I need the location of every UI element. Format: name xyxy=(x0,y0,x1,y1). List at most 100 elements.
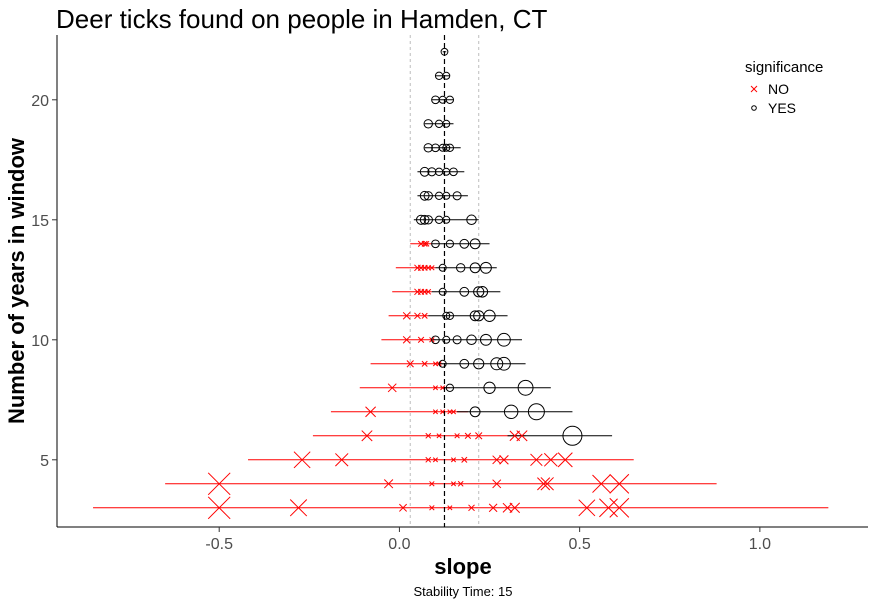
point-yes-19-0 xyxy=(423,119,433,129)
point-yes-11-0 xyxy=(442,311,451,320)
point-yes-10-4 xyxy=(479,333,492,346)
x-axis-ticks: -0.5 0.0 0.5 1.0 xyxy=(205,527,771,553)
point-yes-20-2 xyxy=(445,95,455,104)
point-no-3-8 xyxy=(509,502,521,514)
point-no-5-4 xyxy=(450,457,457,463)
point-no-5-9 xyxy=(543,452,558,467)
point-yes-13-3 xyxy=(479,261,492,274)
point-no-4-2 xyxy=(429,481,435,487)
point-yes-13-0 xyxy=(438,263,447,272)
point-no-12-3 xyxy=(425,288,432,295)
point-no-6-4 xyxy=(464,432,472,439)
y-tick-label-0: 5 xyxy=(40,453,49,470)
point-yes-14-0 xyxy=(431,239,440,249)
point-yes-16-0 xyxy=(419,190,430,201)
point-yes-7-2 xyxy=(527,403,545,421)
point-yes-14-3 xyxy=(469,238,481,250)
point-no-6-1 xyxy=(425,432,432,439)
point-yes-8-0 xyxy=(445,383,455,392)
point-no-4-0 xyxy=(207,472,231,496)
point-no-4-3 xyxy=(450,481,457,487)
x-tick-label-0: -0.5 xyxy=(205,536,233,553)
point-no-10-1 xyxy=(417,336,425,343)
point-no-5-3 xyxy=(432,457,439,463)
point-yes-19-2 xyxy=(442,119,451,128)
point-no-6-2 xyxy=(436,433,442,439)
point-no-4-1 xyxy=(383,479,394,489)
point-no-5-10 xyxy=(557,452,573,468)
point-yes-15-4 xyxy=(442,215,451,224)
point-no-5-0 xyxy=(293,451,311,469)
x-tick-label-1: 0.0 xyxy=(388,536,410,553)
point-no-5-5 xyxy=(461,456,468,463)
legend-marker-yes xyxy=(751,105,757,111)
legend-marker-no xyxy=(750,85,758,93)
point-no-7-1 xyxy=(432,409,439,415)
point-no-3-9 xyxy=(578,499,596,517)
point-no-10-0 xyxy=(402,335,411,344)
x-tick-label-3: 1.0 xyxy=(749,536,771,553)
point-yes-12-3 xyxy=(476,286,489,298)
point-no-14-2 xyxy=(423,240,430,247)
y-tick-label-2: 15 xyxy=(31,213,49,230)
point-yes-11-1 xyxy=(445,311,455,320)
point-no-4-8 xyxy=(592,474,611,493)
point-no-3-7 xyxy=(502,502,513,513)
point-yes-11-4 xyxy=(483,309,496,322)
point-no-11-0 xyxy=(402,311,411,320)
point-no-4-4 xyxy=(457,480,464,487)
y-tick-label-1: 10 xyxy=(31,333,49,350)
point-yes-8-1 xyxy=(483,381,496,394)
point-no-8-1 xyxy=(432,385,439,391)
point-yes-15-1 xyxy=(419,214,430,225)
y-tick-label-3: 20 xyxy=(31,93,49,110)
point-yes-10-1 xyxy=(442,335,451,344)
point-no-5-2 xyxy=(425,456,432,463)
point-yes-13-1 xyxy=(455,263,466,273)
point-no-3-0 xyxy=(207,496,231,520)
point-no-5-7 xyxy=(499,455,509,465)
legend-label-no: NO xyxy=(768,81,789,97)
point-yes-12-1 xyxy=(459,286,470,297)
legend-label-yes: YES xyxy=(768,100,796,116)
point-no-3-5 xyxy=(468,504,475,512)
point-yes-7-1 xyxy=(503,404,519,420)
y-axis-ticks: 5 10 15 20 xyxy=(31,93,57,470)
point-no-6-0 xyxy=(361,430,373,442)
point-yes-6-0 xyxy=(562,425,583,446)
point-no-7-4 xyxy=(450,409,457,415)
point-no-3-4 xyxy=(447,505,453,511)
plot-area xyxy=(93,35,829,527)
point-yes-9-2 xyxy=(473,358,485,370)
point-no-3-2 xyxy=(399,503,408,512)
point-no-14-1 xyxy=(421,240,428,247)
point-no-3-1 xyxy=(289,499,308,517)
point-no-9-1 xyxy=(421,360,428,367)
point-no-6-3 xyxy=(454,433,460,439)
point-no-3-11 xyxy=(609,497,630,518)
point-yes-15-2 xyxy=(423,215,433,225)
point-yes-16-3 xyxy=(442,191,451,200)
point-yes-9-4 xyxy=(497,356,511,371)
point-yes-17-4 xyxy=(449,167,458,177)
point-no-5-6 xyxy=(492,455,502,465)
point-yes-15-5 xyxy=(466,214,477,226)
point-yes-12-2 xyxy=(473,286,485,298)
point-yes-9-0 xyxy=(438,359,447,368)
point-no-6-7 xyxy=(516,430,528,442)
point-no-7-0 xyxy=(365,406,377,418)
point-yes-21-1 xyxy=(442,71,451,80)
legend-title: significance xyxy=(745,59,823,76)
point-yes-16-4 xyxy=(452,191,462,201)
x-tick-label-2: 0.5 xyxy=(569,536,591,553)
point-yes-11-2 xyxy=(469,310,481,322)
point-yes-18-3 xyxy=(442,143,451,152)
point-no-4-7 xyxy=(540,477,554,491)
point-yes-9-1 xyxy=(459,358,470,369)
point-yes-14-2 xyxy=(459,238,470,249)
point-yes-18-0 xyxy=(423,143,433,153)
point-no-4-5 xyxy=(492,479,502,489)
point-yes-18-4 xyxy=(445,143,455,152)
caption-stability-time: Stability Time: 15 xyxy=(414,584,513,599)
